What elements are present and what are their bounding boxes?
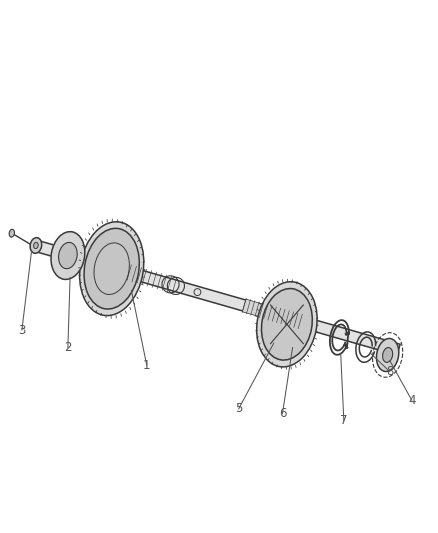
Text: 7: 7 — [340, 414, 348, 427]
Ellipse shape — [30, 238, 42, 253]
Ellipse shape — [84, 228, 139, 309]
Text: 8: 8 — [386, 365, 393, 378]
Ellipse shape — [34, 243, 38, 248]
Ellipse shape — [59, 243, 77, 269]
Polygon shape — [38, 241, 400, 355]
Text: 3: 3 — [18, 324, 25, 336]
Text: 5: 5 — [235, 402, 242, 415]
Text: 2: 2 — [64, 341, 72, 354]
Text: 1: 1 — [143, 359, 151, 372]
Text: 4: 4 — [408, 393, 416, 407]
Ellipse shape — [383, 348, 392, 362]
Ellipse shape — [261, 288, 312, 360]
Polygon shape — [242, 299, 304, 328]
Ellipse shape — [51, 232, 85, 279]
Ellipse shape — [9, 229, 14, 237]
Ellipse shape — [257, 282, 317, 367]
Ellipse shape — [80, 222, 144, 316]
Ellipse shape — [377, 338, 399, 372]
Text: 6: 6 — [279, 407, 286, 419]
